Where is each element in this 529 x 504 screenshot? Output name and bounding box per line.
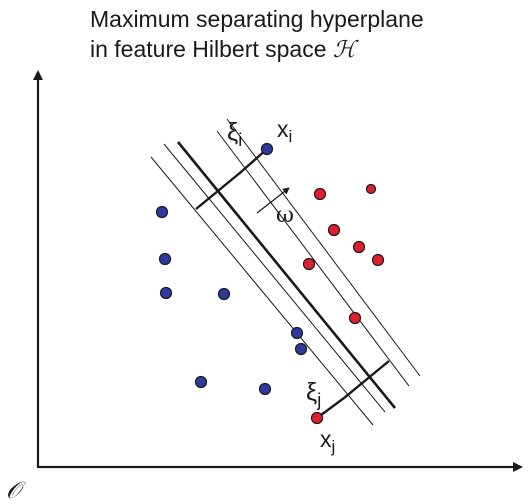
origin-label: 𝒪 — [6, 478, 26, 504]
point-class-b — [365, 183, 377, 195]
point-class-a — [194, 375, 208, 389]
label-omega: ω — [276, 203, 294, 228]
point-class-a — [294, 342, 308, 356]
point-class-b — [313, 187, 327, 201]
point-class-a — [260, 142, 274, 156]
title-text-2: in feature Hilbert space — [90, 36, 327, 62]
normal-vector-arrow — [256, 187, 290, 214]
point-class-a — [258, 382, 272, 396]
hilbert-space-symbol: ℋ — [332, 37, 356, 63]
margin-line-right — [216, 130, 410, 387]
class-a-points — [155, 142, 308, 396]
class-b-points — [302, 183, 385, 425]
slack-segment-i — [195, 148, 268, 210]
point-class-a — [158, 252, 172, 266]
point-class-b — [371, 253, 385, 267]
title-text-1: Maximum separating hyperplane — [90, 6, 424, 32]
outer-margin-line-right — [226, 118, 421, 377]
slack-segment-j — [316, 360, 390, 419]
point-class-b — [327, 223, 341, 237]
title-line-2: in feature Hilbert space ℋ — [90, 34, 520, 65]
label-xi-j: ξj — [306, 378, 321, 410]
point-class-a — [217, 287, 231, 301]
point-class-b — [352, 240, 366, 254]
label-xi-i: ξi — [227, 118, 242, 150]
label-x-i: xi — [277, 116, 292, 146]
outer-margin-line-left — [150, 156, 374, 426]
label-x-j: xj — [320, 426, 335, 456]
point-class-a — [155, 205, 169, 219]
title-line-1: Maximum separating hyperplane — [90, 4, 520, 34]
point-class-a — [159, 286, 173, 300]
margin-line-left — [163, 143, 386, 413]
separating-hyperplane — [176, 141, 397, 409]
point-class-b — [310, 411, 324, 425]
point-class-a — [290, 326, 304, 340]
point-class-b — [302, 257, 316, 271]
point-class-b — [348, 311, 362, 325]
